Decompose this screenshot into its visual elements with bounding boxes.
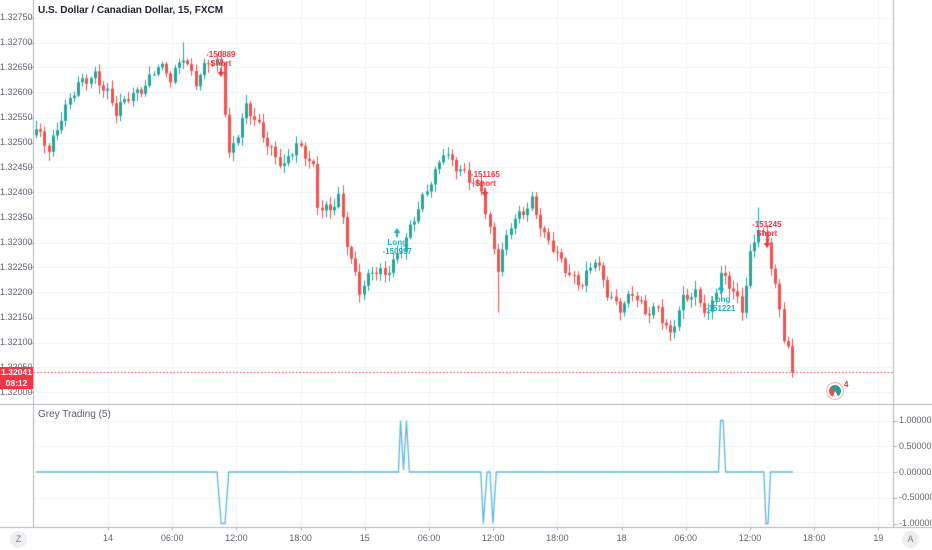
trade-marker-label-line: Short: [474, 178, 496, 188]
price-tick-label: 1.32000: [0, 387, 33, 397]
price-tick-label: 1.32300: [0, 237, 33, 247]
trade-marker-label-line: -151221: [705, 304, 736, 313]
price-tick-label: 1.32500: [0, 137, 33, 147]
price-tick-label: 1.32400: [0, 187, 33, 197]
time-tick-label: 18:00: [546, 533, 569, 543]
trade-marker-label-line: -150889: [206, 49, 236, 59]
price-tick-label: 1.32200: [0, 287, 33, 297]
trade-marker-label-line: Long: [710, 295, 731, 304]
price-tick-label: 1.32600: [0, 87, 33, 97]
trade-marker-label-line: -151245: [752, 219, 782, 229]
price-tick-label: 1.32350: [0, 212, 33, 222]
indicator-tick-label: -0.50000: [899, 492, 932, 503]
time-tick-label: 06:00: [674, 533, 698, 543]
price-tick-label: 1.32550: [0, 112, 33, 122]
time-tick-label: 12:00: [225, 533, 248, 543]
price-tick-label: 1.32150: [0, 312, 33, 322]
trade-marker-label-line: Short: [210, 58, 232, 68]
time-tick-label: 18:00: [289, 533, 312, 543]
indicator-tick-label: 1.00000: [899, 415, 932, 425]
price-tick-label: 1.32750: [0, 12, 33, 22]
trade-marker-label-line: Short: [756, 228, 778, 238]
time-tick-label: 14: [102, 533, 114, 543]
broker-logo-icon[interactable]: [827, 383, 843, 399]
long-trade-marker[interactable]: Long -151221: [706, 295, 735, 313]
time-tick-label: 06:00: [160, 533, 184, 543]
price-tick-label: 1.32650: [0, 62, 33, 72]
last-price-badge: 1.32041: [0, 367, 33, 378]
autoscale-button[interactable]: A: [902, 531, 919, 548]
time-tick-label: 06:00: [417, 533, 441, 543]
indicator-tick-label: 0.50000: [899, 440, 932, 451]
indicator-tick-label: -1.00000: [899, 518, 932, 528]
notification-count-badge: 4: [844, 380, 849, 389]
time-tick-label: 12:00: [481, 533, 505, 543]
price-tick-label: 1.32450: [0, 162, 33, 172]
short-trade-marker[interactable]: -151245 Short: [752, 220, 781, 238]
short-trade-marker[interactable]: -150889 Short: [206, 50, 235, 68]
symbol-title[interactable]: U.S. Dollar / Canadian Dollar, 15, FXCM: [38, 5, 224, 16]
short-trade-marker[interactable]: -151165 Short: [471, 170, 500, 188]
trade-marker-label-line: -151165: [470, 169, 500, 179]
price-tick-label: 1.32700: [0, 37, 33, 47]
long-trade-marker[interactable]: Long -150997: [383, 238, 412, 256]
indicator-tick-label: 0.00000: [899, 466, 932, 477]
time-tick-label: 12:00: [738, 533, 762, 543]
price-tick-label: 1.32250: [0, 262, 33, 272]
trade-marker-label-line: -150997: [382, 246, 412, 256]
trade-marker-label-line: Long: [387, 237, 407, 247]
time-tick-label: 18: [616, 533, 627, 543]
indicator-label[interactable]: Grey Trading (5): [38, 409, 111, 420]
bar-countdown-badge: 08:12: [0, 378, 33, 389]
price-tick-label: 1.32100: [0, 337, 33, 347]
time-tick-label: 18:00: [802, 533, 826, 543]
time-tick-label: 15: [359, 533, 370, 543]
time-tick-label: 19: [873, 533, 884, 543]
timezone-button[interactable]: Z: [10, 531, 27, 548]
